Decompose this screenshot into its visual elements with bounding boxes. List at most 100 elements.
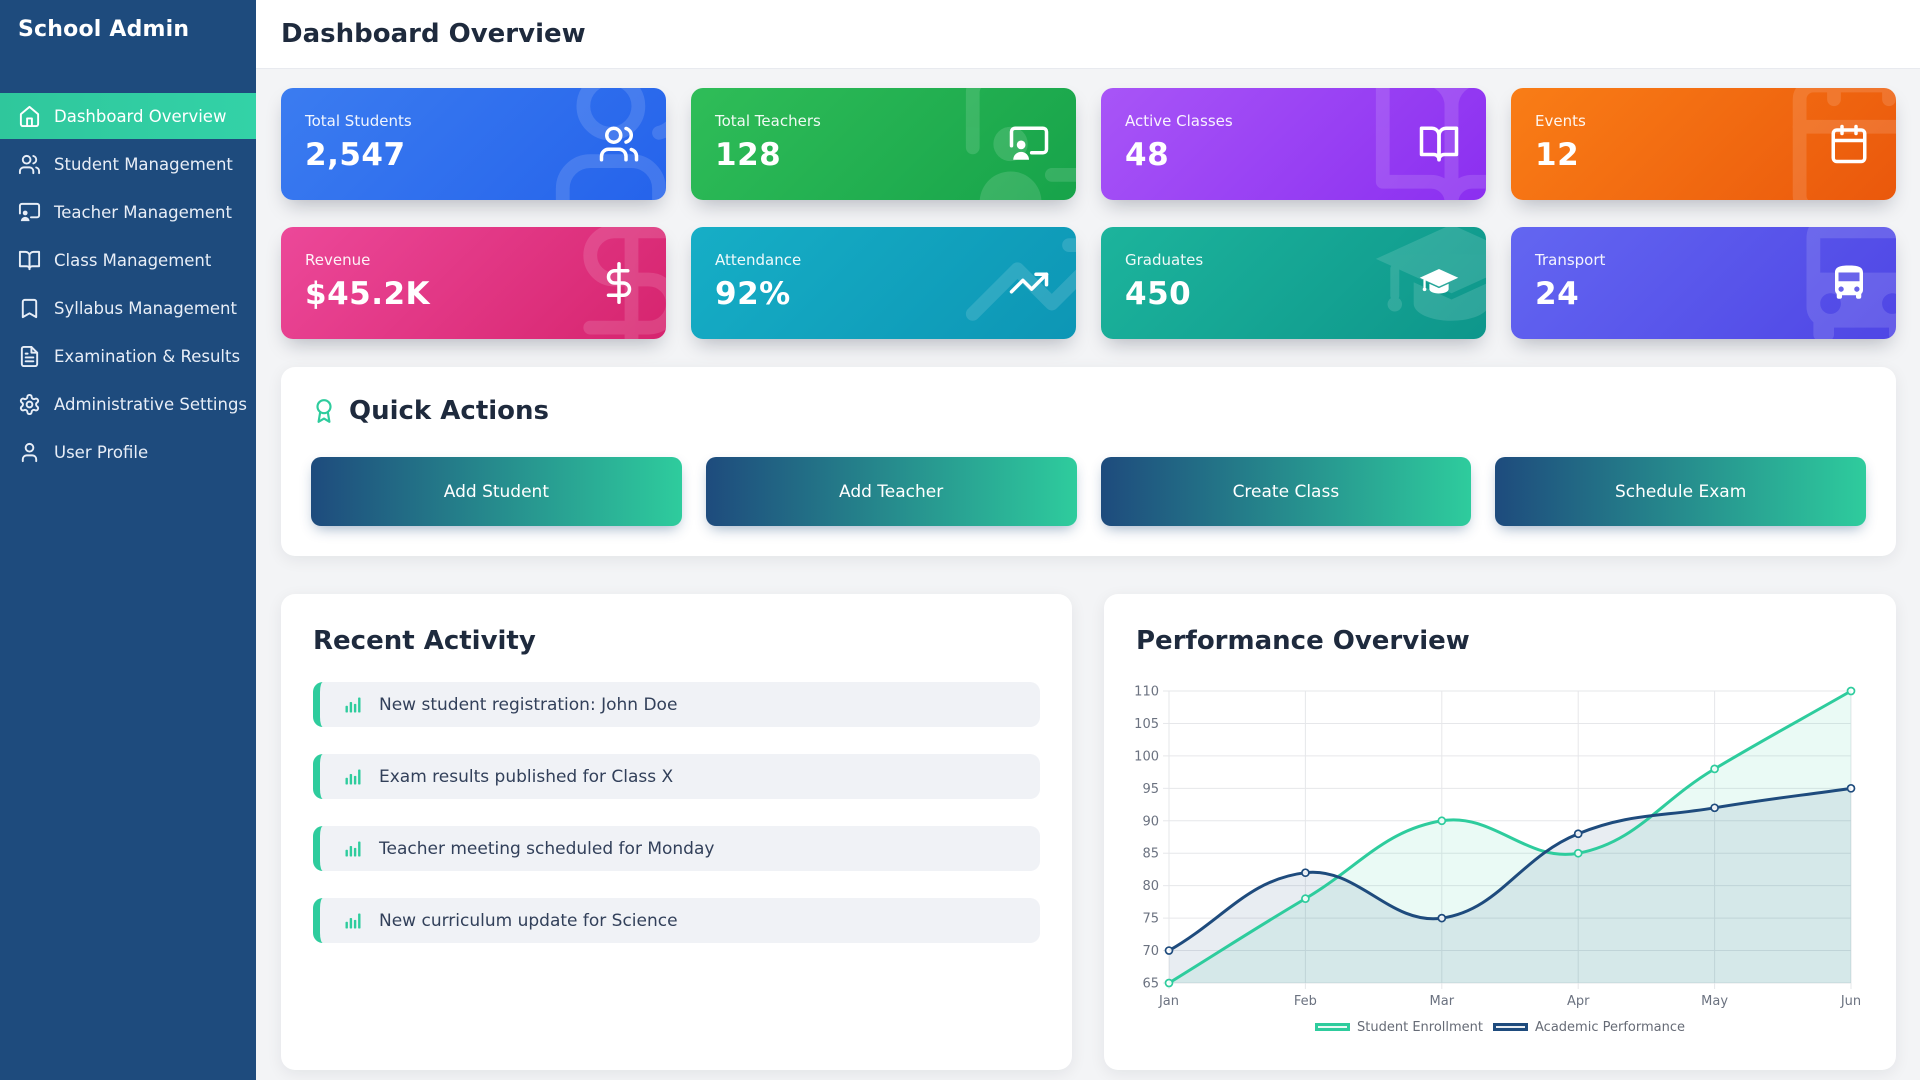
stat-card-transport[interactable]: Transport 24 [1511, 227, 1896, 339]
stat-card-active-classes[interactable]: Active Classes 48 [1101, 88, 1486, 200]
activity-item[interactable]: Teacher meeting scheduled for Monday [313, 826, 1040, 871]
legend-swatch [1493, 1023, 1529, 1031]
bar-chart-icon [344, 768, 362, 786]
add-teacher-button[interactable]: Add Teacher [705, 457, 1077, 526]
quick-actions-buttons: Add Student Add Teacher Create Class Sch… [311, 457, 1866, 526]
recent-activity-title: Recent Activity [313, 626, 536, 656]
book-open-icon [18, 249, 41, 272]
quick-actions-panel: Quick Actions Add Student Add Teacher Cr… [281, 367, 1896, 556]
svg-text:Jun: Jun [1840, 994, 1861, 1009]
performance-chart: 65 70 75 80 85 90 95 100 105 110 Jan Feb Mar Apr May Ju… [1134, 664, 1864, 1039]
activity-item[interactable]: New student registration: John Doe [313, 682, 1040, 727]
svg-text:105: 105 [1134, 717, 1159, 732]
sidebar-item-label: Administrative Settings [54, 394, 248, 414]
svg-text:80: 80 [1142, 879, 1159, 894]
stat-label: Total Teachers [715, 112, 821, 130]
legend-swatch [1315, 1023, 1351, 1031]
sidebar-item-syllabus-management[interactable]: Syllabus Management [0, 285, 256, 331]
calendar-icon [1828, 123, 1870, 165]
stat-card-total-teachers[interactable]: Total Teachers 128 [691, 88, 1076, 200]
user-icon [18, 441, 41, 464]
quick-actions-header: Quick Actions [311, 395, 1866, 427]
file-text-icon [18, 345, 41, 368]
sidebar: School Admin Dashboard Overview Student … [0, 0, 256, 1080]
stats-grid: Total Students 2,547 Total Teachers 128 … [281, 88, 1896, 339]
svg-text:85: 85 [1142, 847, 1159, 862]
stat-card-graduates[interactable]: Graduates 450 [1101, 227, 1486, 339]
stat-value: 128 [715, 137, 782, 173]
stat-card-events[interactable]: Events 12 [1511, 88, 1896, 200]
stat-value: 12 [1535, 137, 1580, 173]
activity-list: New student registration: John Doe Exam … [313, 682, 1040, 943]
sidebar-item-dashboard-overview[interactable]: Dashboard Overview [0, 93, 256, 139]
sidebar-item-student-management[interactable]: Student Management [0, 141, 256, 187]
svg-text:May: May [1701, 994, 1728, 1009]
stat-card-attendance[interactable]: Attendance 92% [691, 227, 1076, 339]
page-title: Dashboard Overview [281, 19, 586, 49]
teacher-icon [1008, 123, 1050, 165]
create-class-button[interactable]: Create Class [1100, 457, 1472, 526]
graduation-cap-icon [1418, 262, 1460, 304]
sidebar-item-administrative-settings[interactable]: Administrative Settings [0, 381, 256, 427]
bus-icon [1828, 262, 1870, 304]
activity-item[interactable]: New curriculum update for Science [313, 898, 1040, 943]
activity-item[interactable]: Exam results published for Class X [313, 754, 1040, 799]
stat-value: 450 [1125, 276, 1192, 312]
stat-label: Attendance [715, 251, 802, 269]
content: Total Students 2,547 Total Teachers 128 … [256, 69, 1920, 1070]
svg-text:65: 65 [1142, 977, 1159, 992]
activity-text: New student registration: John Doe [379, 694, 678, 715]
teacher-icon [18, 201, 41, 224]
stat-label: Events [1535, 112, 1586, 130]
line-chart: 65 70 75 80 85 90 95 100 105 110 Jan Feb Mar Apr May Ju… [1134, 685, 1861, 1010]
stat-value: 2,547 [305, 137, 406, 173]
sidebar-item-label: Teacher Management [54, 202, 232, 222]
legend-entry-student-enrollment[interactable]: Student Enrollment [1315, 1020, 1483, 1035]
main-area: Dashboard Overview Total Students 2,547 … [256, 0, 1920, 1080]
trending-up-icon [1008, 262, 1050, 304]
sidebar-item-label: Syllabus Management [54, 298, 237, 318]
stat-label: Graduates [1125, 251, 1204, 269]
sidebar-item-examination-results[interactable]: Examination & Results [0, 333, 256, 379]
svg-text:70: 70 [1142, 944, 1159, 959]
sidebar-item-label: User Profile [54, 442, 149, 462]
activity-text: New curriculum update for Science [379, 910, 678, 931]
stat-value: $45.2K [305, 276, 431, 312]
sidebar-item-label: Dashboard Overview [54, 106, 227, 126]
performance-panel: Performance Overview 65 70 75 80 85 90 95 100 10… [1104, 594, 1896, 1070]
award-icon [311, 398, 337, 424]
svg-text:90: 90 [1142, 814, 1159, 829]
schedule-exam-button[interactable]: Schedule Exam [1495, 457, 1866, 526]
book-open-icon [1418, 123, 1460, 165]
bookmark-icon [18, 297, 41, 320]
users-icon [598, 123, 640, 165]
svg-text:Feb: Feb [1294, 994, 1317, 1009]
recent-activity-panel: Recent Activity New student registration… [281, 594, 1072, 1070]
legend-label: Academic Performance [1535, 1019, 1685, 1035]
stat-card-total-students[interactable]: Total Students 2,547 [281, 88, 666, 200]
sidebar-item-label: Class Management [54, 250, 212, 270]
legend-label: Student Enrollment [1357, 1019, 1484, 1035]
stat-card-revenue[interactable]: Revenue $45.2K [281, 227, 666, 339]
stat-value: 92% [715, 276, 791, 312]
chart-legend: Student Enrollment Academic Performance [1136, 1015, 1864, 1039]
sidebar-nav: Dashboard Overview Student Management Te… [0, 93, 256, 475]
users-icon [18, 153, 41, 176]
gear-icon [18, 393, 41, 416]
legend-entry-academic-performance[interactable]: Academic Performance [1493, 1020, 1685, 1035]
svg-text:110: 110 [1134, 685, 1159, 700]
svg-text:75: 75 [1142, 912, 1159, 927]
bar-chart-icon [344, 840, 362, 858]
stat-label: Revenue [305, 251, 371, 269]
sidebar-item-class-management[interactable]: Class Management [0, 237, 256, 283]
sidebar-item-teacher-management[interactable]: Teacher Management [0, 189, 256, 235]
app-brand: School Admin [18, 16, 190, 42]
sidebar-item-user-profile[interactable]: User Profile [0, 429, 256, 475]
sidebar-item-label: Student Management [54, 154, 233, 174]
svg-text:Jan: Jan [1158, 994, 1179, 1009]
sidebar-item-label: Examination & Results [54, 346, 241, 366]
add-student-button[interactable]: Add Student [311, 457, 682, 526]
activity-text: Teacher meeting scheduled for Monday [379, 838, 715, 859]
svg-text:Apr: Apr [1567, 994, 1590, 1009]
performance-title: Performance Overview [1136, 626, 1470, 656]
